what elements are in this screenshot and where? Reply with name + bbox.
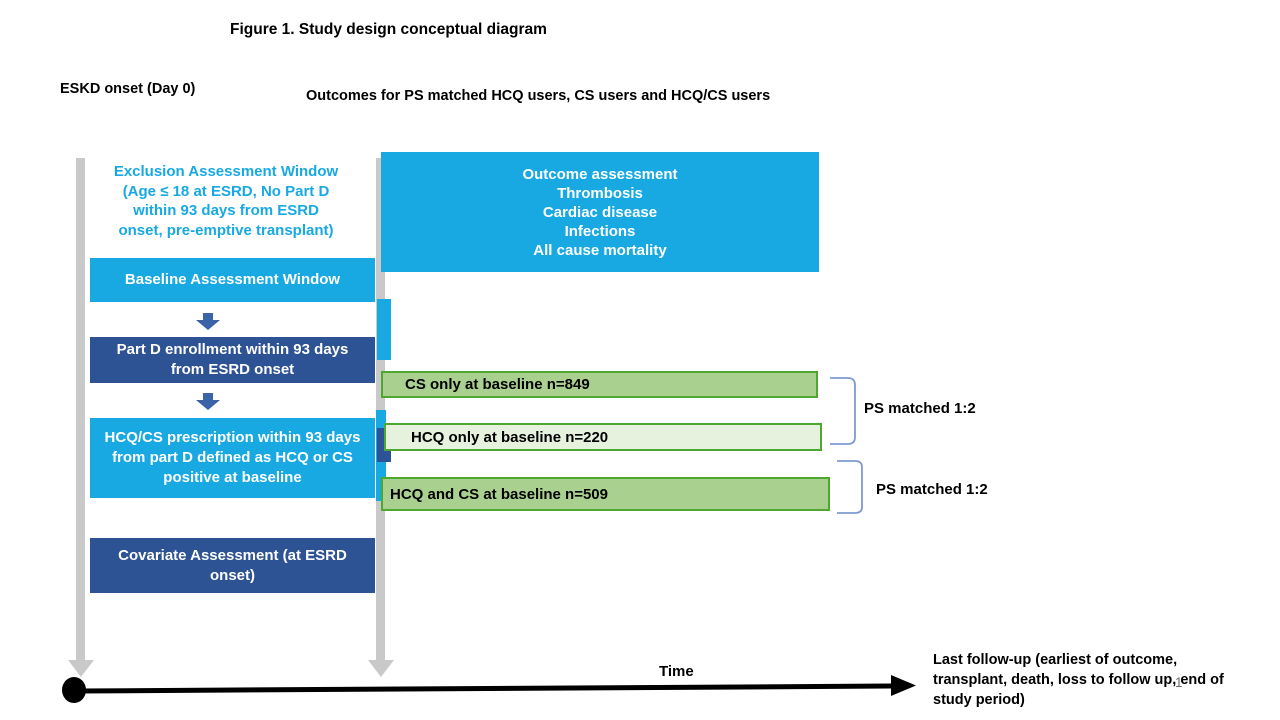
cohort-bar-hcq-only: HCQ only at baseline n=220 [384,423,822,451]
down-arrow-icon [196,313,220,330]
covariate-assessment-label: Covariate Assessment (at ESRD onset) [118,546,347,584]
eskd-milestone-arrow-shaft [76,158,85,661]
figure-title: Figure 1. Study design conceptual diagra… [230,21,547,38]
baseline-assessment-label: Baseline Assessment Window [124,271,341,288]
cyan-strip-upper [377,299,391,360]
eskd-milestone-arrow-head-icon [68,660,94,677]
time-axis-label: Time [659,663,694,680]
down-arrow-icon [196,393,220,410]
last-followup-text: Last follow-up (earliest of outcome, tra… [933,652,1224,708]
outcome-assessment-box: Outcome assessment Thrombosis Cardiac di… [381,152,819,272]
cohort-bar-hcq-and-cs: HCQ and CS at baseline n=509 [381,477,830,511]
baseline-milestone-arrow-head-icon [368,660,394,677]
hcq-cs-prescription-box: HCQ/CS prescription within 93 days from … [90,418,375,498]
hcq-cs-prescription-label: HCQ/CS prescription within 93 days from … [104,429,361,486]
eskd-onset-label: ESKD onset (Day 0) [60,81,196,97]
cohort-bar-cs-only: CS only at baseline n=849 [381,371,818,398]
exclusion-assessment-text: Exclusion Assessment Window (Age ≤ 18 at… [113,163,339,239]
cohort-bar-cs-only-label: CS only at baseline n=849 [405,376,590,393]
ps-match-bracket-bottom-icon [837,460,863,514]
ps-matched-label-top: PS matched 1:2 [864,400,976,417]
ps-matched-label-bottom: PS matched 1:2 [876,481,988,498]
part-d-enrollment-label: Part D enrollment within 93 days from ES… [116,341,349,378]
outcomes-header: Outcomes for PS matched HCQ users, CS us… [306,88,771,104]
slide-page-number: 1 [1175,675,1183,690]
cohort-bar-hcq-and-cs-label: HCQ and CS at baseline n=509 [390,485,608,503]
baseline-milestone-arrow-shaft [376,158,385,661]
time-axis-arrow [62,675,916,703]
cohort-bar-hcq-only-label: HCQ only at baseline n=220 [411,428,609,446]
ps-match-bracket-top-icon [830,377,856,445]
baseline-assessment-box: Baseline Assessment Window [90,258,375,302]
covariate-assessment-box: Covariate Assessment (at ESRD onset) [90,538,375,593]
part-d-enrollment-box: Part D enrollment within 93 days from ES… [90,337,375,383]
